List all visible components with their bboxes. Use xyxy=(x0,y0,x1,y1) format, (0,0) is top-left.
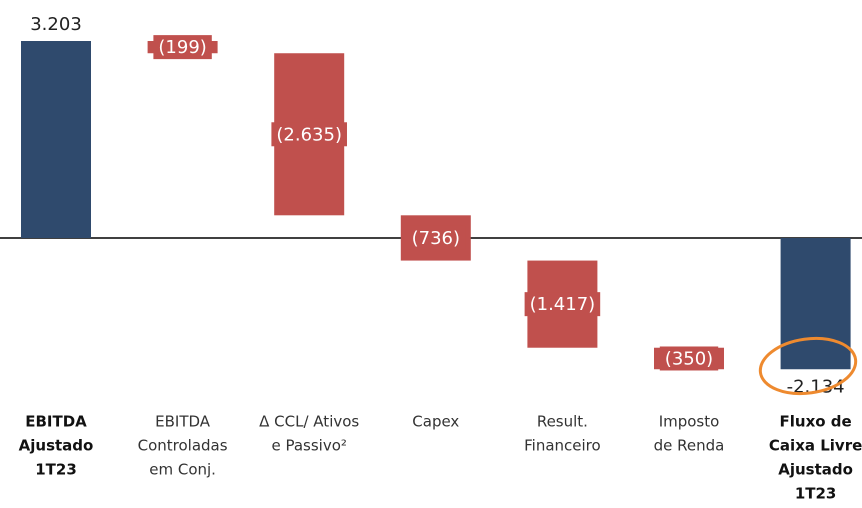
value-label-box xyxy=(406,225,466,250)
x-tick-label: EBITDA xyxy=(25,413,87,431)
highlight-circle xyxy=(758,336,858,396)
x-tick-label: Δ CCL/ Ativos xyxy=(259,413,359,431)
x-tick-label: em Conj. xyxy=(149,461,216,479)
x-tick-label: Caixa Livre xyxy=(769,437,862,455)
value-label: (2.635) xyxy=(276,124,342,145)
value-label: (350) xyxy=(665,348,713,369)
x-tick-label: 1T23 xyxy=(35,461,77,479)
value-label: (736) xyxy=(412,228,460,249)
x-tick-label: EBITDA xyxy=(155,413,211,431)
value-label: -2.134 xyxy=(787,376,845,397)
x-tick-label: Fluxo de xyxy=(780,413,852,431)
bar xyxy=(21,41,91,238)
value-label-box xyxy=(271,122,347,147)
x-tick-label: Ajustado xyxy=(778,461,853,479)
x-tick-label: Ajustado xyxy=(19,437,94,455)
x-tick-label: Imposto xyxy=(659,413,720,431)
value-label-box xyxy=(659,346,719,371)
value-label-box xyxy=(153,35,212,60)
x-tick-label: de Renda xyxy=(654,437,725,455)
x-tick-label: Financeiro xyxy=(524,437,601,455)
value-label: (1.417) xyxy=(530,294,596,315)
x-tick-label: Result. xyxy=(537,413,588,431)
x-tick-label: e Passivo² xyxy=(271,437,346,455)
value-label: (199) xyxy=(158,37,206,58)
bar xyxy=(780,238,851,370)
value-label-box xyxy=(524,292,601,317)
x-tick-label: 1T23 xyxy=(795,485,837,503)
x-tick-label: Controladas xyxy=(138,437,228,455)
value-label: 3.203 xyxy=(30,14,82,35)
x-tick-label: Capex xyxy=(412,413,459,431)
